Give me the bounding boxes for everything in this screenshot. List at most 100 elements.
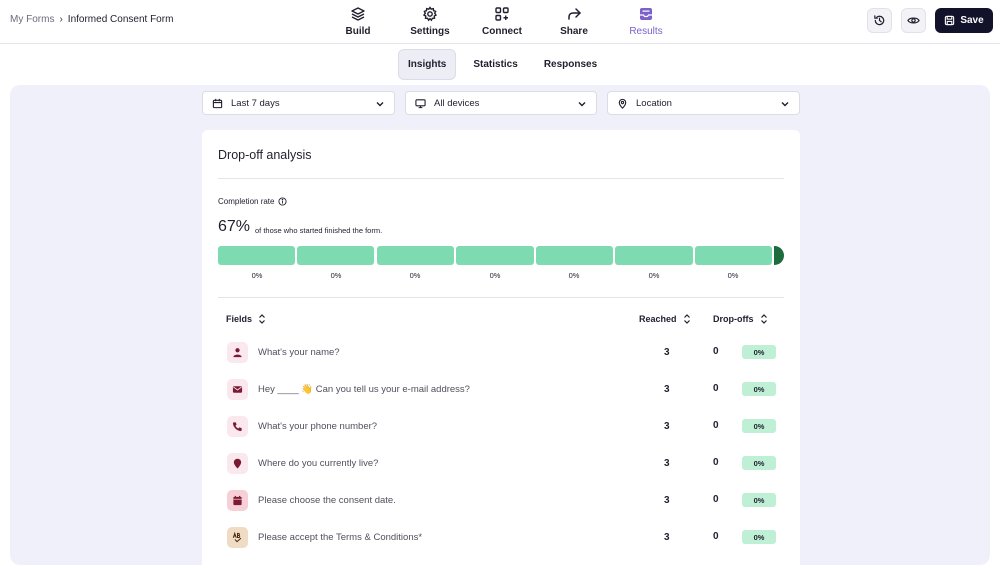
segment-percent: 0%: [648, 271, 660, 280]
calendar-icon: [233, 495, 242, 506]
nav-share[interactable]: Share: [538, 4, 610, 40]
history-icon: [874, 15, 885, 26]
date-range-filter[interactable]: Last 7 days: [202, 91, 395, 115]
dropoffs-column-header[interactable]: Drop-offs: [713, 314, 768, 324]
share-arrow-icon: [568, 8, 581, 20]
dropoff-percent-badge: 0%: [742, 493, 776, 507]
dropoff-bar-end: [774, 246, 784, 265]
completion-rate-text: Completion rate: [218, 197, 275, 206]
dropoff-bar-segment: [218, 246, 295, 265]
reached-column-header[interactable]: Reached: [639, 314, 691, 324]
segment-percent: 0%: [727, 271, 739, 280]
location-filter[interactable]: Location: [607, 91, 800, 115]
save-button-label: Save: [960, 15, 984, 26]
divider: [218, 297, 784, 298]
field-icon: [227, 453, 248, 474]
location-value: Location: [636, 97, 672, 109]
completion-rate-description: of those who started finished the form.: [255, 226, 383, 235]
table-row[interactable]: What's your phone number? 3 0 0%: [218, 416, 784, 452]
segment-percent: 0%: [568, 271, 580, 280]
dropoffs-header-label: Drop-offs: [713, 314, 754, 324]
dropoff-bar-segment: [297, 246, 374, 265]
breadcrumb-my-forms[interactable]: My Forms: [10, 14, 55, 25]
sort-icon: [760, 314, 767, 324]
table-row[interactable]: Where do you currently live? 3 0 0%: [218, 453, 784, 489]
dropoff-percent-badge: 0%: [742, 419, 776, 433]
dropoff-bar-segment: [377, 246, 454, 265]
mail-icon: [232, 386, 243, 393]
field-question: What's your phone number?: [258, 421, 378, 432]
monitor-icon: [415, 98, 426, 108]
nav-results-label: Results: [629, 26, 663, 37]
field-question: What's your name?: [258, 347, 340, 358]
chevron-down-icon: [578, 102, 586, 107]
field-question: Please choose the consent date.: [258, 495, 396, 506]
field-icon: [227, 527, 248, 548]
reached-count: 3: [664, 532, 670, 543]
nav-settings-label: Settings: [410, 26, 450, 37]
dropoff-count: 0: [713, 346, 719, 357]
dropoff-count: 0: [713, 457, 719, 468]
dropoff-count: 0: [713, 383, 719, 394]
breadcrumb: My Forms › Informed Consent Form: [10, 14, 173, 25]
gear-icon: [422, 6, 438, 22]
apps-add-icon: [495, 7, 509, 21]
dropoff-percent-badge: 0%: [742, 382, 776, 396]
segment-percent: 0%: [330, 271, 342, 280]
sort-icon: [259, 314, 265, 324]
table-row[interactable]: What's your name? 3 0 0%: [218, 342, 784, 378]
field-question: Where do you currently live?: [258, 458, 379, 469]
nav-results[interactable]: Results: [610, 4, 682, 40]
reached-count: 3: [664, 384, 670, 395]
inbox-icon: [640, 8, 652, 20]
nav-build-label: Build: [345, 26, 371, 37]
top-bar: My Forms › Informed Consent Form Build S…: [0, 0, 1000, 44]
field-icon: [227, 379, 248, 400]
tab-insights[interactable]: Insights: [398, 49, 457, 80]
device-value: All devices: [434, 97, 480, 109]
table-row[interactable]: Please choose the consent date. 3 0 0%: [218, 490, 784, 526]
segment-percent: 0%: [409, 271, 421, 280]
top-actions: Save: [867, 8, 993, 33]
person-icon: [233, 348, 242, 358]
device-filter[interactable]: All devices: [405, 91, 597, 115]
divider: [218, 178, 784, 179]
tab-statistics[interactable]: Statistics: [473, 59, 518, 70]
segment-percent: 0%: [251, 271, 263, 280]
dropoff-title: Drop-off analysis: [218, 148, 312, 162]
layers-icon: [351, 7, 365, 21]
save-button[interactable]: Save: [935, 8, 993, 33]
info-icon[interactable]: [278, 197, 288, 206]
history-button[interactable]: [867, 8, 892, 33]
nav-build[interactable]: Build: [322, 4, 394, 40]
reached-header-label: Reached: [639, 314, 677, 324]
dropoff-percent-badge: 0%: [742, 530, 776, 544]
reached-count: 3: [664, 495, 670, 506]
completion-rate-value: 67%: [218, 218, 251, 235]
breadcrumb-separator: ›: [59, 14, 63, 25]
calendar-icon: [212, 98, 223, 108]
fields-header-label: Fields: [226, 314, 253, 324]
reached-count: 3: [664, 458, 670, 469]
nav-connect[interactable]: Connect: [466, 4, 538, 40]
field-icon: [227, 416, 248, 437]
chevron-down-icon: [781, 102, 789, 107]
field-question: Please accept the Terms & Conditions*: [258, 532, 423, 543]
dropoff-count: 0: [713, 494, 719, 505]
chevron-down-icon: [376, 102, 384, 107]
table-row[interactable]: Please accept the Terms & Conditions* 3 …: [218, 527, 784, 563]
dropoff-count: 0: [713, 531, 719, 542]
nav-share-label: Share: [560, 26, 588, 37]
fields-column-header[interactable]: Fields: [226, 314, 266, 324]
segment-percent: 0%: [489, 271, 501, 280]
table-row[interactable]: Hey ____ 👋 Can you tell us your e-mail a…: [218, 379, 784, 415]
tab-responses[interactable]: Responses: [543, 59, 598, 70]
field-icon: [227, 490, 248, 511]
phone-icon: [232, 422, 242, 432]
nav-settings[interactable]: Settings: [394, 4, 466, 40]
preview-button[interactable]: [901, 8, 926, 33]
field-icon: [227, 342, 248, 363]
dropoff-percent-badge: 0%: [742, 456, 776, 470]
reached-count: 3: [664, 421, 670, 432]
dropoff-bar-segment: [536, 246, 613, 265]
